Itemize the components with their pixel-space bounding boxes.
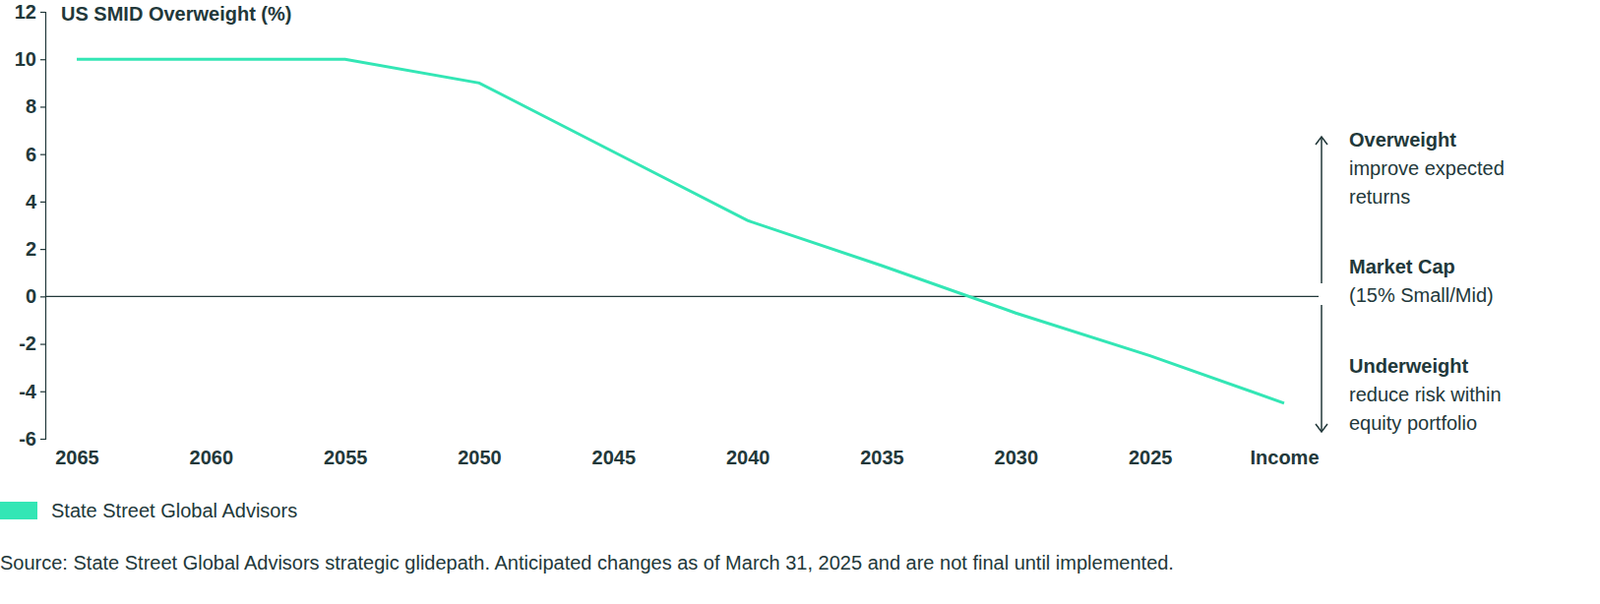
x-tick-label: 2040 bbox=[726, 446, 771, 469]
y-tick-label: 6 bbox=[25, 143, 37, 166]
y-tick-mark bbox=[40, 343, 46, 345]
source-note: Source: State Street Global Advisors str… bbox=[0, 552, 1174, 574]
y-tick-label: 2 bbox=[25, 238, 37, 260]
x-tick-label: 2050 bbox=[457, 446, 502, 469]
legend-swatch bbox=[0, 501, 38, 520]
x-tick-label: 2060 bbox=[189, 446, 235, 469]
x-tick: 2060 bbox=[189, 438, 235, 469]
x-tick-label: 2025 bbox=[1128, 446, 1173, 469]
y-tick-label: 10 bbox=[14, 48, 37, 70]
y-tick: -6 bbox=[18, 428, 46, 450]
y-tick: 0 bbox=[25, 285, 46, 308]
annotation-text: (15% Small/Mid) bbox=[1349, 284, 1494, 307]
y-tick: 2 bbox=[25, 238, 46, 260]
x-tick: 2050 bbox=[457, 438, 502, 469]
y-tick-label: -6 bbox=[18, 428, 37, 450]
y-tick: 8 bbox=[25, 95, 46, 118]
arrow-head bbox=[1315, 424, 1328, 432]
y-tick-label: 0 bbox=[25, 285, 37, 308]
legend-label: State Street Global Advisors bbox=[51, 499, 298, 522]
x-axis: 2065 2060 2055 2050 2045 2040 2035 2030 2025 Inco… bbox=[55, 438, 1319, 469]
y-tick-label: -2 bbox=[18, 332, 37, 355]
arrow-head bbox=[1315, 136, 1328, 145]
x-tick-label: 2045 bbox=[592, 446, 637, 469]
y-tick: 12 bbox=[14, 0, 46, 23]
y-axis-line bbox=[40, 12, 47, 440]
x-tick: 2055 bbox=[323, 438, 369, 469]
y-tick-mark bbox=[40, 391, 46, 393]
annotations: Overweight improve expected returns Market … bbox=[1315, 128, 1505, 434]
reference-line bbox=[45, 296, 1319, 298]
annotation-label: Overweight bbox=[1349, 128, 1457, 151]
y-tick: 6 bbox=[25, 143, 46, 166]
x-tick-label: 2065 bbox=[55, 446, 100, 469]
annotation-text: returns bbox=[1349, 185, 1411, 208]
x-tick: 2065 bbox=[55, 438, 100, 469]
y-tick-mark bbox=[40, 438, 46, 440]
legend: State Street Global Advisors bbox=[0, 499, 298, 522]
y-tick-mark bbox=[40, 154, 46, 156]
x-tick: Income bbox=[1249, 438, 1319, 469]
arrow-up bbox=[1320, 137, 1323, 284]
x-tick: 2045 bbox=[592, 438, 637, 469]
y-axis-title: US SMID Overweight (%) bbox=[61, 2, 292, 25]
x-tick-label: Income bbox=[1249, 446, 1319, 469]
y-tick-mark bbox=[40, 11, 46, 13]
annotation-label: Underweight bbox=[1349, 355, 1469, 377]
annotation-text: improve expected bbox=[1349, 157, 1505, 180]
x-tick-label: 2035 bbox=[860, 446, 905, 469]
y-tick-mark bbox=[40, 296, 46, 298]
y-tick: -2 bbox=[18, 332, 46, 355]
x-tick-label: 2030 bbox=[994, 446, 1040, 469]
series-line bbox=[76, 59, 1285, 404]
x-tick: 2040 bbox=[726, 438, 771, 469]
x-tick: 2035 bbox=[860, 438, 905, 469]
y-tick: 4 bbox=[25, 190, 46, 213]
y-tick-mark bbox=[40, 106, 46, 108]
y-tick-label: 8 bbox=[25, 95, 37, 118]
y-tick-mark bbox=[40, 59, 46, 61]
arrow-down bbox=[1320, 305, 1323, 431]
annotation-label: Market Cap bbox=[1349, 255, 1456, 278]
x-tick: 2025 bbox=[1128, 438, 1173, 469]
plot-area bbox=[76, 59, 1285, 404]
annotation-text: equity portfolio bbox=[1349, 412, 1477, 434]
y-tick-mark bbox=[40, 201, 46, 203]
y-axis: -6 -4 -2 0 2 4 6 8 10 12 bbox=[14, 0, 47, 450]
y-tick: -4 bbox=[18, 380, 46, 403]
x-tick: 2030 bbox=[994, 438, 1040, 469]
y-tick-label: -4 bbox=[18, 380, 38, 403]
chart: -6-4-20246810122065206020552050204520402… bbox=[0, 0, 1600, 604]
y-tick-label: 4 bbox=[25, 190, 38, 213]
y-tick: 10 bbox=[14, 48, 46, 70]
y-tick-label: 12 bbox=[14, 0, 37, 23]
x-tick-label: 2055 bbox=[323, 446, 369, 469]
y-tick-mark bbox=[40, 248, 46, 250]
annotation-text: reduce risk within bbox=[1349, 383, 1502, 406]
